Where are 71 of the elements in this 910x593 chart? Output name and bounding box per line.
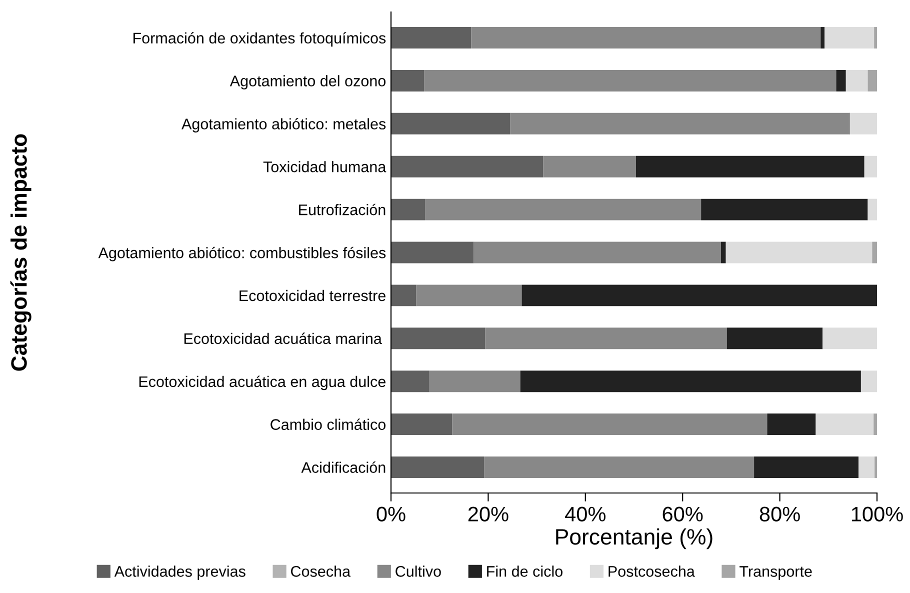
y-tick-label: Cambio climático xyxy=(270,418,386,430)
y-tick-label: Ecotoxicidad acuática en agua dulce xyxy=(139,376,386,390)
bar xyxy=(510,112,850,134)
bar xyxy=(391,198,426,220)
bar xyxy=(850,112,877,134)
bar xyxy=(485,328,727,350)
bar xyxy=(452,414,768,436)
y-tick-label: Agotamiento abiótico: combustibles fósiles xyxy=(98,246,386,262)
bar xyxy=(860,370,877,392)
x-axis-title: Porcentanje (%) xyxy=(556,528,712,550)
y-tick-label: Acidificación xyxy=(301,462,386,473)
bar xyxy=(484,456,754,478)
x-tick-label: 80% xyxy=(760,506,800,522)
y-tick-label: Ecotoxicidad acuática marina xyxy=(184,332,382,344)
bar xyxy=(391,242,474,264)
x-tick-label: 40% xyxy=(565,506,606,522)
bar xyxy=(416,284,522,306)
x-tick-label: 60% xyxy=(662,506,703,522)
y-tick-label: Agotamiento abiótico: metales xyxy=(182,118,386,132)
y-tick-label: Formación de oxidantes fotoquímicos xyxy=(134,32,386,47)
bar xyxy=(391,27,472,49)
bar xyxy=(874,27,877,49)
bar xyxy=(636,156,864,178)
bar xyxy=(391,456,484,478)
bar xyxy=(824,27,874,49)
bar xyxy=(471,27,821,49)
legend-label: Transporte xyxy=(740,566,812,580)
y-tick-label: Ecotoxicidad terrestre xyxy=(240,290,386,302)
bar xyxy=(425,198,702,220)
legend-label: Cosecha xyxy=(291,566,351,577)
y-tick-label: Toxicidad humana xyxy=(263,161,386,172)
bar xyxy=(816,414,874,436)
x-tick-label: 100% xyxy=(852,506,903,522)
bar xyxy=(429,370,520,392)
legend-label: Cultivo xyxy=(396,566,441,577)
bar xyxy=(391,156,544,178)
bar xyxy=(836,70,846,92)
bar xyxy=(520,370,861,392)
bar xyxy=(720,242,726,264)
bar xyxy=(864,156,877,178)
bar xyxy=(767,414,816,436)
bar xyxy=(868,198,877,220)
bar xyxy=(858,456,875,478)
bar xyxy=(701,198,868,220)
y-tick-label: Eutrofización xyxy=(299,204,386,216)
bar xyxy=(754,456,859,478)
bar xyxy=(726,328,823,350)
bar xyxy=(391,370,430,392)
y-axis-title: Categorías de impacto xyxy=(10,134,32,371)
bar xyxy=(391,328,486,350)
bar xyxy=(474,242,721,264)
legend-label: Actividades previas xyxy=(114,566,246,580)
legend-label: Postcosecha xyxy=(608,566,695,577)
bar xyxy=(424,70,836,92)
bar xyxy=(872,242,877,264)
bar xyxy=(391,414,452,436)
bar xyxy=(868,70,877,92)
x-tick-label: 0% xyxy=(376,506,406,522)
x-tick-label: 20% xyxy=(468,506,508,522)
bar xyxy=(820,27,825,49)
bar xyxy=(543,156,636,178)
bar xyxy=(726,242,872,264)
bar xyxy=(391,112,510,134)
bar xyxy=(822,328,877,350)
bar xyxy=(846,70,868,92)
bar xyxy=(522,284,877,306)
legend-label: Fin de ciclo xyxy=(487,566,562,577)
y-tick-label: Agotamiento del ozono xyxy=(230,75,386,90)
bar xyxy=(391,70,424,92)
bar xyxy=(391,284,416,306)
bar xyxy=(874,414,877,436)
